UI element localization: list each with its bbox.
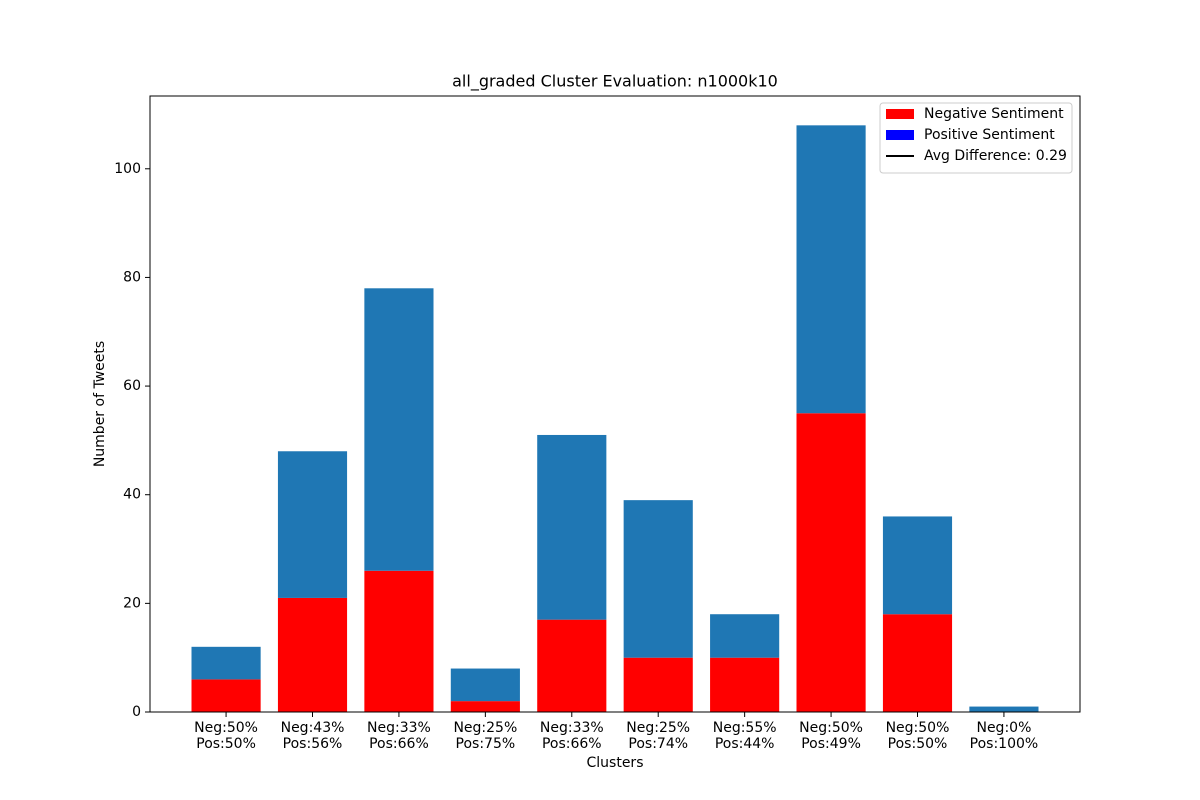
legend-label: Negative Sentiment bbox=[924, 106, 1064, 122]
x-tick-label: Neg:55% bbox=[713, 720, 777, 736]
x-tick-label: Neg:33% bbox=[367, 720, 431, 736]
x-tick-label: Neg:0% bbox=[976, 720, 1031, 736]
bar-segment bbox=[710, 614, 780, 658]
plot-frame bbox=[149, 95, 1081, 713]
x-tick-label: Pos:66% bbox=[542, 736, 602, 752]
bar-segment bbox=[796, 125, 866, 414]
bar-segment bbox=[623, 500, 693, 658]
x-tick-label: Pos:50% bbox=[196, 736, 256, 752]
x-tick-label: Neg:25% bbox=[453, 720, 517, 736]
legend-box bbox=[879, 102, 1073, 174]
bar-segment bbox=[882, 614, 953, 712]
bar-segment bbox=[364, 288, 434, 571]
x-tick-label: Pos:44% bbox=[715, 736, 775, 752]
bar-segment bbox=[191, 646, 261, 680]
x-tick-label: Pos:49% bbox=[801, 736, 861, 752]
y-tick-label: 60 bbox=[123, 378, 141, 394]
legend-label: Positive Sentiment bbox=[924, 127, 1055, 143]
x-tick-label: Neg:50% bbox=[799, 720, 863, 736]
x-tick-label: Pos:74% bbox=[628, 736, 688, 752]
bar-segment bbox=[450, 701, 520, 712]
bar-segment bbox=[969, 706, 1039, 712]
x-tick-label: Pos:50% bbox=[888, 736, 948, 752]
x-tick-label: Neg:43% bbox=[281, 720, 345, 736]
bar-segment bbox=[537, 619, 607, 712]
legend-swatch bbox=[886, 109, 914, 119]
x-tick-label: Pos:100% bbox=[970, 736, 1039, 752]
x-tick-label: Pos:56% bbox=[283, 736, 343, 752]
y-tick-label: 100 bbox=[114, 161, 141, 177]
y-tick-label: 20 bbox=[123, 595, 141, 611]
bar-segment bbox=[537, 434, 607, 620]
x-axis-label: Clusters bbox=[587, 755, 644, 771]
y-tick-label: 40 bbox=[123, 487, 141, 503]
bar-segment bbox=[450, 668, 520, 702]
legend-label: Avg Difference: 0.29 bbox=[924, 148, 1067, 164]
bar-segment bbox=[710, 657, 780, 712]
bar-segment bbox=[796, 413, 866, 712]
x-tick-label: Pos:75% bbox=[456, 736, 516, 752]
x-tick-label: Neg:50% bbox=[886, 720, 950, 736]
y-axis-label: Number of Tweets bbox=[92, 341, 108, 467]
x-tick-label: Neg:33% bbox=[540, 720, 604, 736]
bar-segment bbox=[277, 451, 348, 598]
bar-segment bbox=[364, 570, 434, 712]
x-tick-label: Pos:66% bbox=[369, 736, 429, 752]
x-tick-label: Neg:25% bbox=[626, 720, 690, 736]
x-tick-label: Neg:50% bbox=[194, 720, 258, 736]
bar-segment bbox=[882, 516, 953, 615]
y-tick-label: 80 bbox=[123, 269, 141, 285]
legend-swatch bbox=[886, 130, 914, 140]
bar-segment bbox=[623, 657, 693, 712]
y-tick-label: 0 bbox=[132, 704, 141, 720]
chart-title: all_graded Cluster Evaluation: n1000k10 bbox=[452, 72, 778, 92]
bar-segment bbox=[277, 597, 348, 712]
bar-segment bbox=[191, 679, 261, 712]
